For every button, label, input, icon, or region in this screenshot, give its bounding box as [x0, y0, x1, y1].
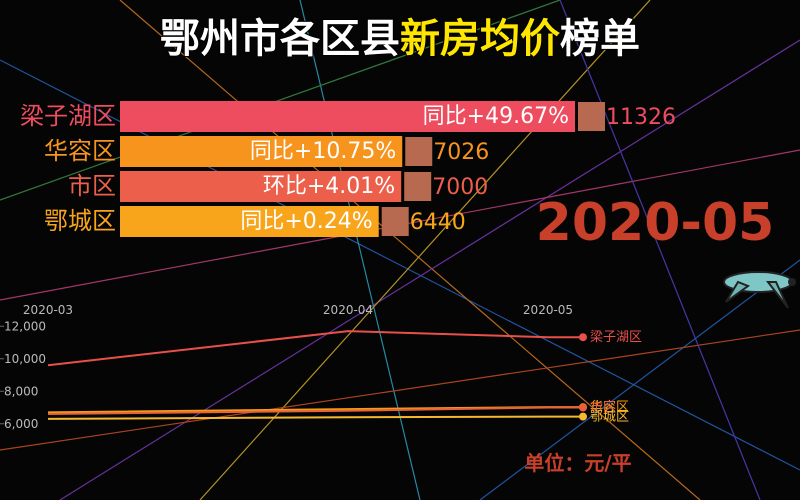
series-label: 鄂城区 [590, 410, 629, 425]
change-label: 环比+4.01% [263, 174, 395, 199]
bar [120, 206, 379, 237]
category-label: 梁子湖区 [20, 102, 116, 130]
x-tick-label: 2020-04 [323, 303, 373, 317]
plane-icon [723, 271, 796, 309]
value-label: 7026 [433, 140, 489, 165]
change-label: 同比+0.24% [240, 209, 372, 234]
x-tick-label: 2020-05 [523, 303, 573, 317]
series-line [47, 415, 549, 420]
category-label: 华容区 [44, 137, 116, 165]
y-tick-label: 10,000 [4, 352, 46, 366]
value-label: 6440 [410, 210, 466, 235]
avatar [578, 102, 605, 131]
title-part: 榜单 [560, 16, 640, 62]
value-label: 7000 [432, 175, 488, 200]
avatar [405, 137, 433, 166]
series-label: 华容区 [590, 399, 629, 415]
title-part: 鄂州市各区县 [160, 16, 400, 62]
value-label: 11326 [606, 105, 676, 130]
series-line [47, 330, 549, 367]
series-line [47, 406, 549, 415]
change-label: 同比+10.75% [250, 139, 396, 164]
series-label: 市区 [590, 400, 616, 416]
bar [120, 171, 402, 202]
bar [120, 101, 575, 132]
unit-label: 单位：元/平 [524, 451, 631, 475]
avatar [404, 172, 432, 201]
y-tick-label: 6,000 [4, 417, 38, 431]
bar [120, 136, 403, 167]
date-label: 2020-05 [536, 193, 775, 253]
change-label: 同比+49.67% [423, 104, 569, 129]
y-tick-label: 12,000 [4, 319, 46, 333]
category-label: 市区 [68, 172, 116, 200]
title-part: 新房均价 [400, 16, 560, 62]
y-tick-label: 8,000 [4, 384, 38, 398]
x-tick-label: 2020-03 [23, 303, 73, 317]
category-label: 鄂城区 [44, 207, 116, 235]
avatar [381, 207, 409, 236]
series-label: 梁子湖区 [590, 330, 642, 345]
title: 鄂州市各区县新房均价榜单 [160, 16, 640, 62]
